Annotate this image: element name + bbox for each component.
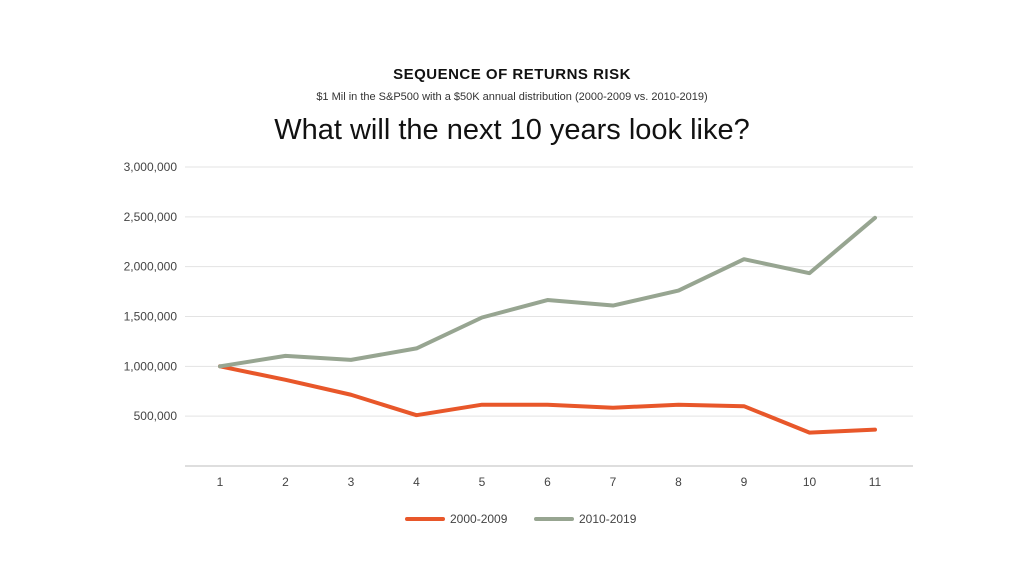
legend-label: 2000-2009: [450, 512, 508, 526]
x-tick-label: 3: [348, 475, 355, 489]
gridlines: [185, 166, 913, 417]
chart-kicker: SEQUENCE OF RETURNS RISK: [393, 66, 631, 83]
x-tick-label: 1: [217, 475, 224, 489]
x-tick-label: 6: [544, 475, 551, 489]
x-tick-label: 2: [282, 475, 289, 489]
y-tick-label: 2,500,000: [124, 210, 178, 224]
series-line-2010-2019: [218, 215, 877, 369]
chart-title: What will the next 10 years look like?: [274, 114, 750, 146]
x-tick-label: 9: [741, 475, 748, 489]
y-tick-label: 500,000: [134, 409, 178, 423]
x-tick-label: 4: [413, 475, 420, 489]
y-tick-label: 3,000,000: [124, 160, 178, 174]
y-tick-label: 1,500,000: [124, 310, 178, 324]
y-axis-ticks: 500,000 1,000,000 1,500,000 2,000,000 2,500,…: [124, 160, 178, 423]
x-tick-label: 5: [479, 475, 486, 489]
x-tick-label: 11: [869, 475, 882, 489]
y-tick-label: 1,000,000: [124, 359, 178, 373]
legend: 2000-2009 2010-2019: [405, 512, 637, 526]
y-tick-label: 2,000,000: [124, 260, 178, 274]
series-lines: [218, 215, 877, 435]
chart-subtitle: $1 Mil in the S&P500 with a $50K annual …: [316, 91, 708, 103]
x-tick-label: 7: [610, 475, 617, 489]
x-tick-label: 10: [803, 475, 817, 489]
x-axis-ticks: 1 2 3 4 5 6 7 8 9 10 11: [217, 475, 882, 489]
legend-label: 2010-2019: [579, 512, 637, 526]
series-line-2000-2009: [218, 364, 877, 435]
x-tick-label: 8: [675, 475, 682, 489]
